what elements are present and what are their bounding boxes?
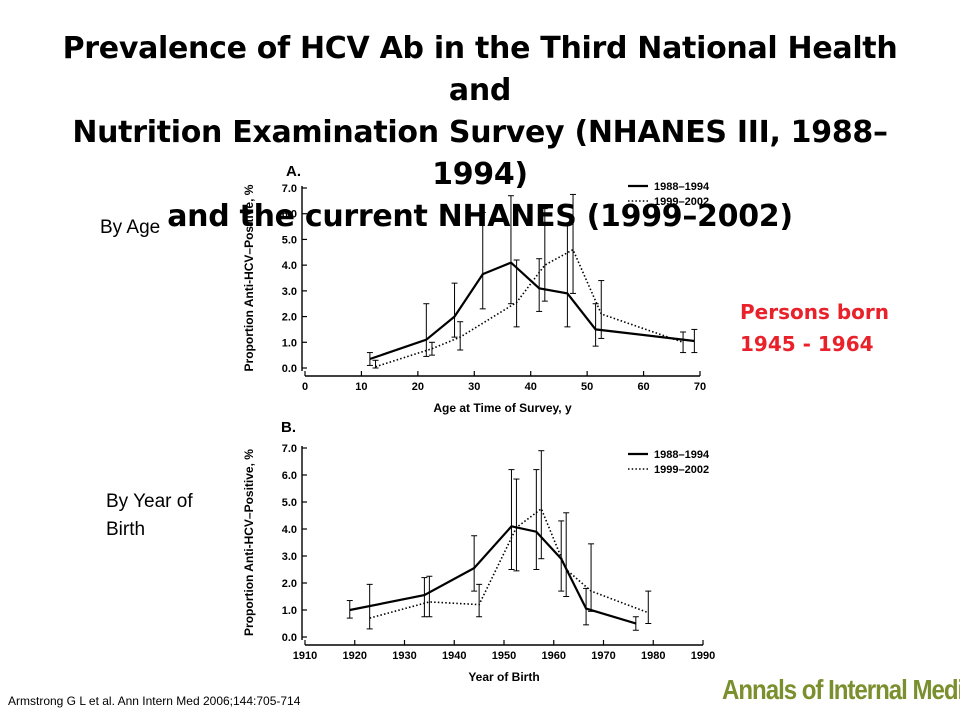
x-axis-title: Year of Birth [468, 670, 539, 684]
y-tick-label: 4.0 [282, 524, 297, 536]
legend-label: 1988–1994 [654, 181, 710, 193]
legend-label: 1988–1994 [654, 449, 710, 461]
callout-line: Persons born [740, 300, 889, 324]
slide-title: Prevalence of HCV Ab in the Third Nation… [30, 28, 930, 238]
y-tick-label: 3.0 [282, 551, 297, 563]
label-line: Birth [106, 519, 146, 540]
x-tick-label: 70 [694, 381, 706, 393]
legend-label: 1999–2002 [654, 464, 709, 476]
x-tick-label: 1930 [392, 650, 416, 662]
y-tick-label: 0.0 [282, 363, 297, 375]
x-tick-label: 1950 [492, 650, 516, 662]
series-line-dotted [369, 507, 649, 619]
x-tick-label: 0 [302, 381, 308, 393]
y-tick-label: 3.0 [282, 286, 297, 298]
y-tick-label: 2.0 [282, 578, 297, 590]
x-tick-label: 30 [468, 381, 480, 393]
y-tick-label: 2.0 [282, 312, 297, 324]
journal-logo: Annals of Internal Medicine [722, 674, 960, 705]
title-line: and the current NHANES (1999–2002) [167, 199, 793, 234]
x-tick-label: 1920 [343, 650, 367, 662]
x-tick-label: 40 [525, 381, 537, 393]
panel-label: A. [286, 163, 301, 180]
x-tick-label: 20 [412, 381, 424, 393]
callout-line: 1945 - 1964 [740, 332, 874, 356]
y-tick-label: 1.0 [282, 337, 297, 349]
x-tick-label: 1970 [591, 650, 615, 662]
y-tick-label: 0.0 [282, 632, 297, 644]
y-tick-label: 1.0 [282, 605, 297, 617]
title-line: Nutrition Examination Survey (NHANES III… [72, 115, 888, 192]
y-tick-label: 5.0 [282, 497, 297, 509]
y-tick-label: 6.0 [282, 470, 297, 482]
y-axis-title: Proportion Anti-HCV–Positive, % [242, 184, 256, 371]
x-tick-label: 1990 [691, 650, 715, 662]
series-line-dotted [375, 248, 684, 368]
legend-label: 1999–2002 [654, 196, 709, 208]
panel-label: B. [281, 419, 296, 436]
x-tick-label: 1940 [442, 650, 466, 662]
callout-persons-born: Persons born 1945 - 1964 [740, 296, 889, 360]
title-line: Prevalence of HCV Ab in the Third Nation… [62, 31, 898, 108]
y-tick-label: 7.0 [282, 443, 297, 455]
x-tick-label: 60 [637, 381, 649, 393]
x-tick-label: 10 [355, 381, 367, 393]
label-line: By Year of [106, 491, 193, 512]
y-tick-label: 7.0 [282, 183, 297, 195]
series-line-solid [349, 525, 637, 625]
x-tick-label: 50 [581, 381, 593, 393]
y-axis-title: Proportion Anti-HCV–Positive, % [242, 449, 256, 636]
y-tick-label: 5.0 [282, 234, 297, 246]
x-tick-label: 1910 [293, 650, 317, 662]
citation: Armstrong G L et al. Ann Intern Med 2006… [8, 694, 301, 708]
x-axis-title: Age at Time of Survey, y [433, 401, 572, 415]
x-tick-label: 1980 [641, 650, 665, 662]
x-tick-label: 1960 [542, 650, 566, 662]
label-by-year-of-birth: By Year of Birth [106, 488, 193, 544]
y-tick-label: 4.0 [282, 260, 297, 272]
label-by-age: By Age [100, 217, 161, 238]
y-tick-label: 6.0 [282, 209, 297, 221]
